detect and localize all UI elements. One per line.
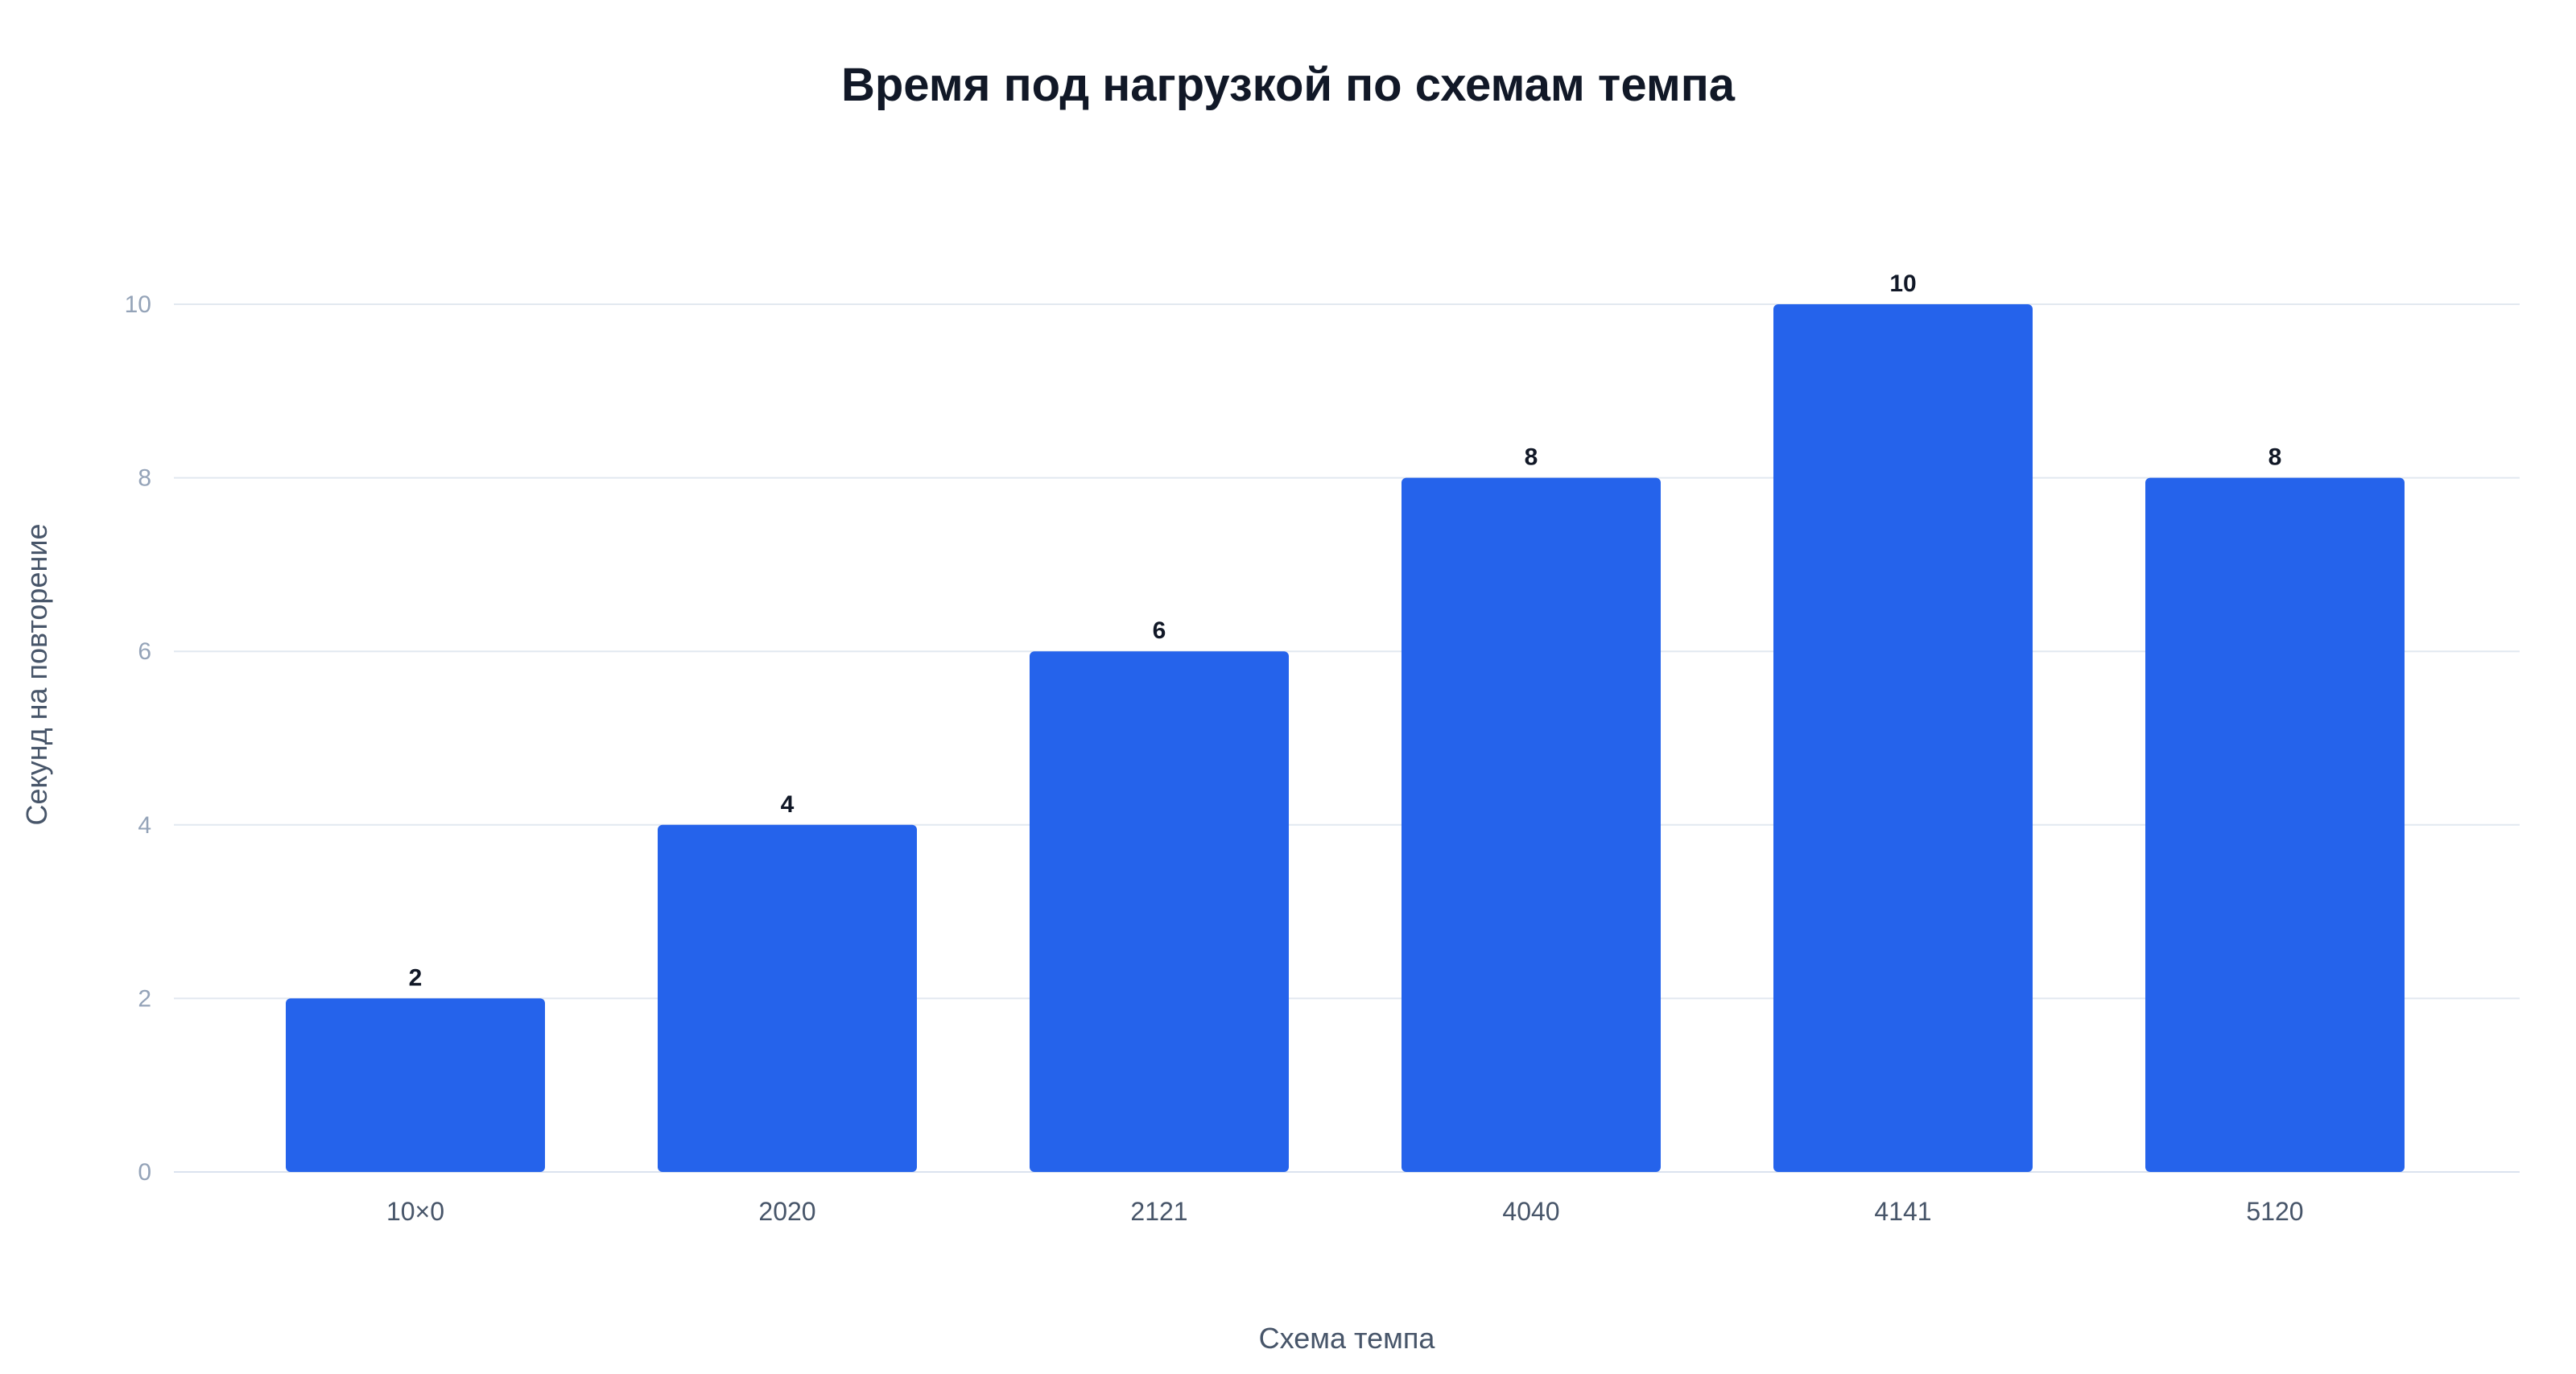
- bar: [1402, 477, 1661, 1172]
- bar-value-label: 10: [1889, 270, 1916, 297]
- x-tick-label: 2121: [1130, 1197, 1187, 1226]
- y-tick-label: 4: [138, 812, 151, 839]
- y-tick-label: 0: [138, 1159, 151, 1186]
- bar: [1773, 304, 2033, 1172]
- y-tick-label: 2: [138, 985, 151, 1012]
- x-tick-label: 5120: [2246, 1197, 2303, 1226]
- grid-lines: [174, 303, 2520, 1173]
- bar: [2145, 477, 2405, 1172]
- x-tick-label: 2020: [758, 1197, 815, 1226]
- x-tick-label: 4141: [1874, 1197, 1931, 1226]
- y-tick-label: 6: [138, 638, 151, 665]
- y-axis-title: Секунд на повторение: [20, 524, 53, 826]
- bar-value-label: 2: [409, 964, 423, 991]
- bar-value-label: 8: [2268, 444, 2282, 471]
- x-axis-title: Схема темпа: [1259, 1322, 1436, 1355]
- x-tick-label: 4040: [1502, 1197, 1559, 1226]
- chart-title: Время под нагрузкой по схемам темпа: [840, 59, 1736, 111]
- bar-value-labels: 2 4 6 8 10 8: [409, 270, 2282, 991]
- bar: [286, 998, 545, 1172]
- y-axis-ticks: 0 2 4 6 8 10: [125, 291, 151, 1186]
- bar-value-label: 4: [781, 791, 795, 818]
- bar: [1030, 651, 1289, 1172]
- bars: [286, 304, 2405, 1172]
- chart-title-wrapper: Время под нагрузкой по схемам темпа: [0, 53, 2576, 118]
- y-tick-label: 10: [125, 291, 151, 318]
- bar-value-label: 8: [1525, 444, 1538, 471]
- x-axis-ticks: 10×0 2020 2121 4040 4141 5120: [386, 1197, 2304, 1226]
- x-tick-label: 10×0: [386, 1197, 444, 1226]
- bar-value-label: 6: [1153, 617, 1166, 644]
- bar: [658, 824, 917, 1172]
- y-tick-label: 8: [138, 465, 151, 492]
